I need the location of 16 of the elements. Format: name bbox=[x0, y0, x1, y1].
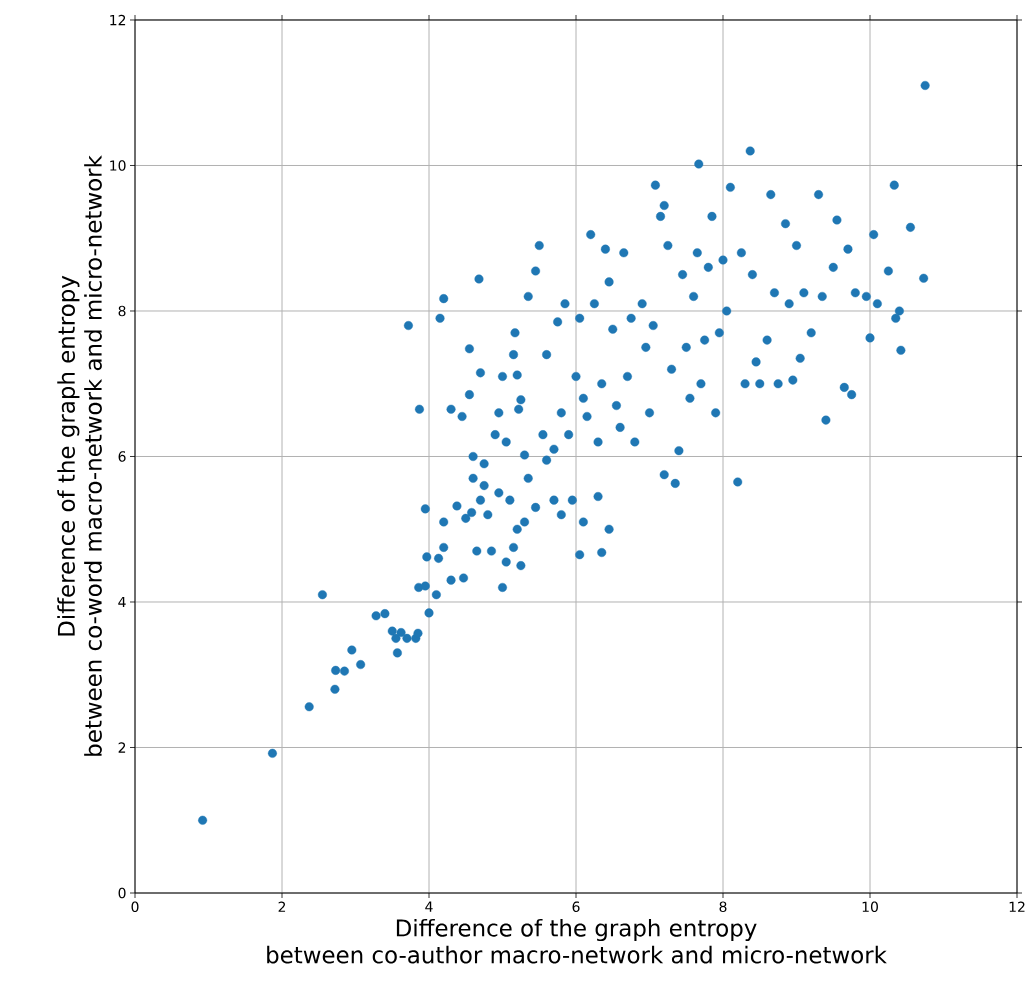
y-tick-label: 2 bbox=[118, 742, 126, 753]
x-tick-label: 10 bbox=[862, 901, 878, 913]
y-tick-label: 6 bbox=[118, 451, 126, 462]
x-tick-label: 8 bbox=[719, 901, 727, 913]
y-tick-label: 12 bbox=[110, 14, 126, 26]
y-tick-label: 4 bbox=[118, 596, 126, 608]
x-axis-title: Difference of the graph entropy between co-author macro-network and micro-network bbox=[267, 918, 887, 964]
x-tick-label: 6 bbox=[572, 901, 580, 913]
x-tick-label: 0 bbox=[131, 901, 139, 913]
y-tick-label: 0 bbox=[118, 887, 126, 899]
x-tick-label: 4 bbox=[425, 901, 433, 912]
y-axis-title: Difference of the graph entropy between co-word macro-network and micro-network bbox=[57, 155, 102, 756]
y-tick-label: 10 bbox=[110, 160, 126, 171]
x-tick-label: 12 bbox=[1009, 901, 1025, 912]
y-tick-label: 8 bbox=[118, 305, 126, 317]
x-tick-label: 2 bbox=[278, 901, 286, 912]
